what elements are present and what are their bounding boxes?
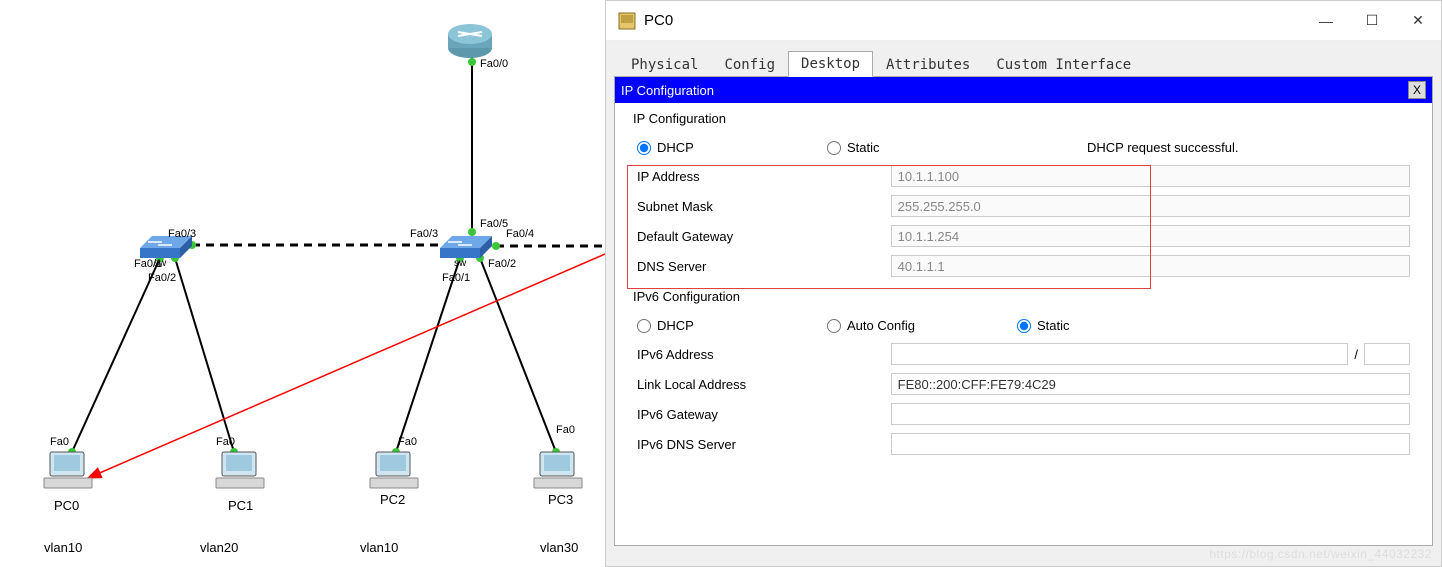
ipv4-group: IP Configuration DHCP Static DHCP reques… [625,111,1422,281]
ipv4-static-label: Static [847,140,880,155]
port-label: Fa0/2 [148,272,176,284]
ipv6-group-title: IPv6 Configuration [633,289,1422,304]
app-icon [618,12,636,30]
arrow-dialog-to-pc0 [88,254,605,478]
link-sw2-pc3 [480,258,556,452]
port-label: Fa0 [50,436,69,448]
port-label: Fa0/3 [410,228,438,240]
default-gateway-input[interactable] [891,225,1410,247]
router-icon[interactable] [448,24,492,58]
link-sw1-pc0 [72,258,160,452]
ipv6-prefix-sep: / [1348,347,1364,362]
ipv6-address-input[interactable] [891,343,1348,365]
ipv4-dhcp-radio[interactable]: DHCP [637,140,827,155]
pc0-label: PC0 [54,498,79,513]
switch2-label: sw [454,258,466,269]
tab-desktop[interactable]: Desktop [788,51,873,77]
link-sw1-pc1 [175,258,234,452]
switch2-icon[interactable] [440,236,492,258]
status-dot [468,58,476,66]
link-local-input[interactable] [891,373,1410,395]
panel-close-button[interactable]: X [1408,81,1426,99]
vlan-label-pc2: vlan10 [360,540,398,555]
port-label: Fa0 [216,436,235,448]
port-label: Fa0/1 [442,272,470,284]
pc1-icon[interactable] [216,452,264,488]
port-label: Fa0/2 [488,258,516,270]
ipv6-dns-input[interactable] [891,433,1410,455]
pc-config-dialog: PC0 — ☐ ✕ Physical Config Desktop Attrib… [605,0,1442,567]
link-sw2-pc2 [396,258,460,452]
link-local-label: Link Local Address [637,377,891,392]
ip-address-input[interactable] [891,165,1410,187]
ipv6-auto-label: Auto Config [847,318,915,333]
ipv6-dhcp-label: DHCP [657,318,694,333]
vlan-label-pc1: vlan20 [200,540,238,555]
ipv6-auto-radio-input[interactable] [827,319,841,333]
vlan-label-pc3: vlan30 [540,540,578,555]
window-minimize-button[interactable]: — [1303,1,1349,41]
port-label: Fa0/5 [480,218,508,230]
ipv6-auto-radio[interactable]: Auto Config [827,318,1017,333]
ipv6-static-radio[interactable]: Static [1017,318,1207,333]
ip-address-label: IP Address [637,169,891,184]
ipv4-group-title: IP Configuration [633,111,1422,126]
ipv6-dhcp-radio-input[interactable] [637,319,651,333]
network-topology-diagram: Fa0/0 Fa0/5 Fa0/3 Fa0/3 Fa0/4 Fa0/1 Fa0/… [0,0,605,567]
window-maximize-button[interactable]: ☐ [1349,1,1395,41]
ipv4-dhcp-label: DHCP [657,140,694,155]
watermark-text: https://blog.csdn.net/weixin_44032232 [1209,547,1432,561]
tab-attributes[interactable]: Attributes [873,52,983,77]
panel-titlebar: IP Configuration X [615,77,1432,103]
vlan-label-pc0: vlan10 [44,540,82,555]
pc1-label: PC1 [228,498,253,513]
tab-physical[interactable]: Physical [618,52,711,77]
dhcp-status-text: DHCP request successful. [1087,140,1239,155]
topology-svg [0,0,605,567]
pc3-icon[interactable] [534,452,582,488]
tab-custom-interface[interactable]: Custom Interface [983,52,1144,77]
ipv4-dhcp-radio-input[interactable] [637,141,651,155]
status-dot [492,242,500,250]
pc0-icon[interactable] [44,452,92,488]
ipv6-dhcp-radio[interactable]: DHCP [637,318,827,333]
ipv6-group: IPv6 Configuration DHCP Auto Config Stat… [625,289,1422,459]
tab-config[interactable]: Config [711,52,788,77]
tab-bar: Physical Config Desktop Attributes Custo… [606,47,1441,77]
tab-body: IP Configuration X IP Configuration DHCP… [614,76,1433,546]
ipv6-static-radio-input[interactable] [1017,319,1031,333]
status-dot [468,228,476,236]
pc2-icon[interactable] [370,452,418,488]
ipv4-static-radio-input[interactable] [827,141,841,155]
port-label: Fa0 [556,424,575,436]
dns-server-label: DNS Server [637,259,891,274]
window-title: PC0 [644,12,673,29]
subnet-mask-label: Subnet Mask [637,199,891,214]
ipv6-dns-label: IPv6 DNS Server [637,437,891,452]
dns-server-input[interactable] [891,255,1410,277]
port-label: Fa0/3 [168,228,196,240]
port-label: Fa0 [398,436,417,448]
subnet-mask-input[interactable] [891,195,1410,217]
ipv6-address-label: IPv6 Address [637,347,891,362]
ipv6-gateway-label: IPv6 Gateway [637,407,891,422]
ipv6-prefix-input[interactable] [1364,343,1410,365]
panel-title-text: IP Configuration [621,83,714,98]
port-label: Fa0/0 [480,58,508,70]
ipv6-static-label: Static [1037,318,1070,333]
port-label: Fa0/4 [506,228,534,240]
pc3-label: PC3 [548,492,573,507]
default-gateway-label: Default Gateway [637,229,891,244]
window-close-button[interactable]: ✕ [1395,1,1441,41]
window-titlebar: PC0 — ☐ ✕ [606,1,1441,41]
ipv4-static-radio[interactable]: Static [827,140,1087,155]
switch1-label: sw [154,258,166,269]
ipv6-gateway-input[interactable] [891,403,1410,425]
pc2-label: PC2 [380,492,405,507]
